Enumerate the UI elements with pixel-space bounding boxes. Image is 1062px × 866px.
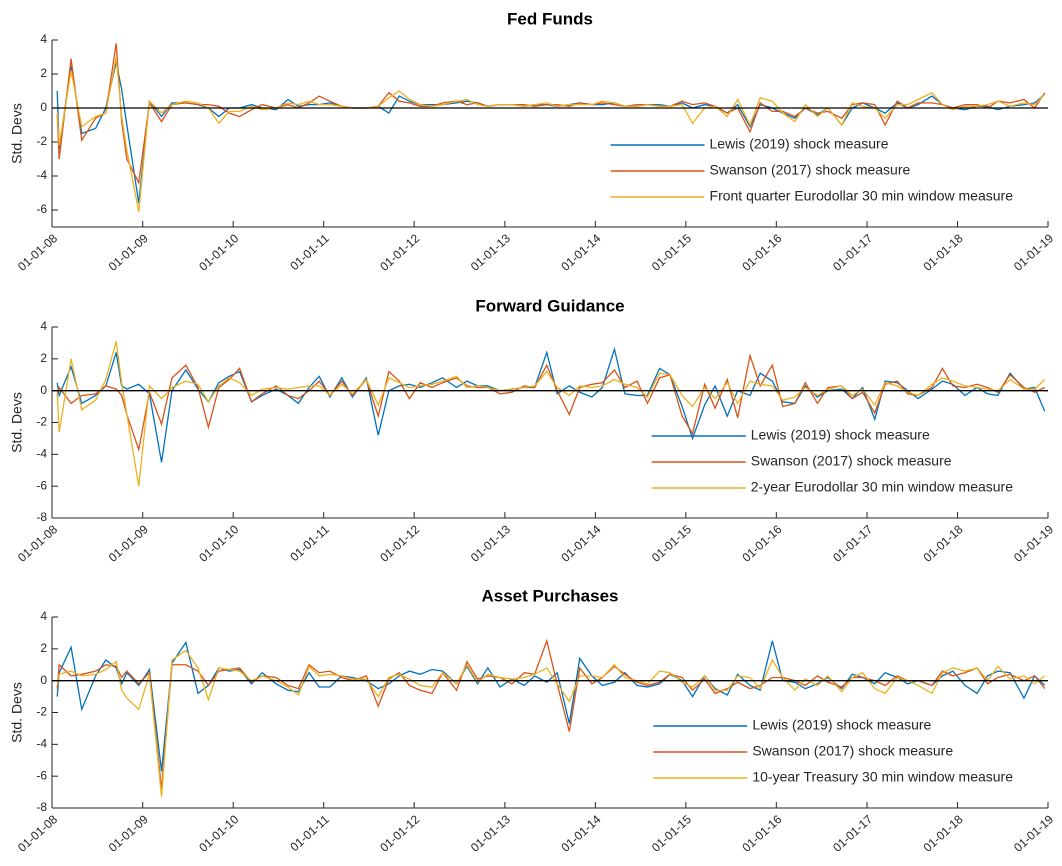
- y-tick-label: -4: [36, 737, 47, 751]
- y-tick-label: -8: [36, 800, 47, 814]
- chart-title: Fed Funds: [507, 9, 593, 28]
- y-tick-label: -6: [36, 768, 47, 782]
- y-axis-label: Std. Devs: [9, 392, 25, 453]
- x-tick-label: 01-01-16: [739, 812, 784, 855]
- x-tick-label: 01-01-17: [830, 522, 875, 565]
- x-tick-label: 01-01-09: [106, 812, 151, 855]
- chart-panel: Fed Funds Std. Devs -6 -4 -2 0 2 4 01-01-08 01-01…: [9, 9, 1057, 273]
- x-tick-label: 01-01-14: [558, 522, 603, 565]
- x-tick-label: 01-01-18: [921, 812, 966, 855]
- x-tick-label: 01-01-12: [377, 522, 422, 565]
- chart-panel: Asset Purchases Std. Devs -8 -6 -4 -2 0 2 4 01-01…: [9, 586, 1057, 854]
- x-tick-label: 01-01-18: [921, 231, 966, 274]
- y-tick-label: 2: [40, 641, 47, 655]
- y-axis-label: Std. Devs: [9, 682, 25, 743]
- x-tick-label: 01-01-11: [287, 231, 332, 273]
- y-tick-label: -4: [36, 447, 47, 461]
- series-line: [56, 649, 1046, 797]
- legend-label: 10-year Treasury 30 min window measure: [752, 769, 1013, 785]
- legend-label: Lewis (2019) shock measure: [752, 717, 931, 733]
- legend-label: Lewis (2019) shock measure: [751, 427, 930, 443]
- y-tick-label: 0: [40, 673, 47, 687]
- x-tick-label: 01-01-13: [468, 522, 513, 565]
- series-line: [56, 341, 1046, 487]
- y-tick-label: -6: [36, 478, 47, 492]
- x-tick-label: 01-01-17: [830, 812, 875, 855]
- x-tick-label: 01-01-12: [377, 231, 422, 274]
- y-tick-label: 4: [40, 609, 47, 623]
- x-tick-label: 01-01-19: [1011, 812, 1056, 855]
- legend-label: Swanson (2017) shock measure: [710, 162, 911, 178]
- legend-label: Lewis (2019) shock measure: [710, 136, 889, 152]
- y-tick-label: -6: [36, 202, 47, 216]
- x-tick-label: 01-01-17: [830, 231, 875, 274]
- y-tick-label: 0: [40, 383, 47, 397]
- x-tick-label: 01-01-15: [649, 231, 694, 274]
- y-axis-label: Std. Devs: [9, 103, 25, 164]
- x-tick-label: 01-01-08: [15, 522, 60, 565]
- x-tick-label: 01-01-13: [468, 812, 513, 855]
- x-tick-label: 01-01-11: [287, 522, 332, 564]
- series-line: [56, 61, 1046, 204]
- x-tick-label: 01-01-14: [558, 812, 603, 855]
- x-tick-label: 01-01-10: [196, 231, 241, 274]
- x-tick-label: 01-01-10: [196, 522, 241, 565]
- x-tick-label: 01-01-16: [739, 231, 784, 274]
- series-line: [56, 638, 1046, 789]
- x-tick-label: 01-01-16: [739, 522, 784, 565]
- legend-label: Swanson (2017) shock measure: [752, 743, 953, 759]
- y-tick-label: 0: [40, 100, 47, 114]
- y-tick-label: 4: [40, 319, 47, 333]
- x-tick-label: 01-01-08: [15, 812, 60, 855]
- legend-label: 2-year Eurodollar 30 min window measure: [751, 479, 1013, 495]
- chart-panel: Forward Guidance Std. Devs -8 -6 -4 -2 0 2 4 01-0…: [9, 296, 1057, 564]
- x-tick-label: 01-01-19: [1011, 231, 1056, 274]
- series-line: [56, 346, 1046, 463]
- x-tick-label: 01-01-15: [649, 522, 694, 565]
- x-tick-label: 01-01-15: [649, 812, 694, 855]
- x-tick-label: 01-01-14: [558, 231, 603, 274]
- y-tick-label: 4: [40, 32, 47, 46]
- x-tick-label: 01-01-18: [921, 522, 966, 565]
- x-tick-label: 01-01-13: [468, 231, 513, 274]
- y-tick-label: -2: [36, 705, 47, 719]
- y-tick-label: -8: [36, 510, 47, 524]
- x-tick-label: 01-01-19: [1011, 522, 1056, 565]
- x-tick-label: 01-01-09: [106, 522, 151, 565]
- y-tick-label: -4: [36, 168, 47, 182]
- y-tick-label: -2: [36, 415, 47, 429]
- series-line: [56, 353, 1046, 453]
- x-tick-label: 01-01-12: [377, 812, 422, 855]
- x-tick-label: 01-01-11: [287, 812, 332, 854]
- x-tick-label: 01-01-10: [196, 812, 241, 855]
- y-tick-label: -2: [36, 134, 47, 148]
- x-tick-label: 01-01-09: [106, 231, 151, 274]
- x-tick-label: 01-01-08: [15, 231, 60, 274]
- series-line: [56, 56, 1046, 212]
- chart-title: Forward Guidance: [475, 296, 624, 315]
- legend-label: Front quarter Eurodollar 30 min window m…: [710, 188, 1014, 204]
- legend-label: Swanson (2017) shock measure: [751, 453, 952, 469]
- y-tick-label: 2: [40, 351, 47, 365]
- chart-title: Asset Purchases: [481, 586, 618, 605]
- y-tick-label: 2: [40, 66, 47, 80]
